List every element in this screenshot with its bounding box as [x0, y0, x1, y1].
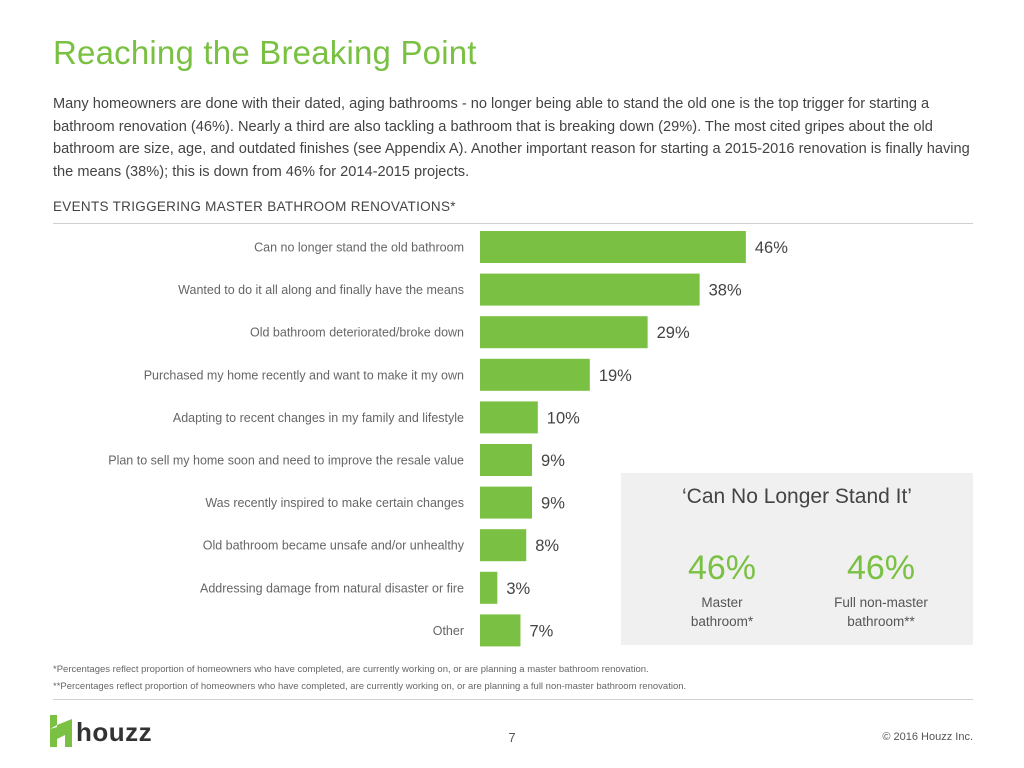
category-label: Adapting to recent changes in my family … — [173, 411, 464, 425]
bar — [480, 529, 527, 562]
footnote-master: *Percentages reflect proportion of homeo… — [53, 664, 649, 675]
value-label: 46% — [755, 239, 788, 257]
category-label: Old bathroom deteriorated/broke down — [250, 326, 464, 340]
stat-label-line: bathroom** — [847, 614, 915, 629]
category-label: Old bathroom became unsafe and/or unheal… — [203, 539, 465, 553]
stat-value: 46% — [846, 549, 916, 587]
intro-paragraph: Many homeowners are done with their date… — [53, 96, 970, 180]
stat-label-line: Master — [701, 595, 743, 610]
logo-wordmark: houzz — [76, 717, 153, 747]
category-label: Can no longer stand the old bathroom — [254, 241, 464, 255]
footnote-non-master: **Percentages reflect proportion of home… — [53, 681, 687, 692]
stat-master-bathroom: 46% Master bathroom* — [647, 551, 797, 631]
stat-label: Master bathroom* — [647, 593, 797, 631]
bar — [480, 571, 498, 604]
stat-non-master-bathroom: 46% Full non-master bathroom** — [806, 551, 956, 631]
page-title: Reaching the Breaking Point — [53, 34, 477, 71]
footer-divider — [53, 699, 973, 700]
value-label: 10% — [547, 409, 580, 427]
value-label: 19% — [599, 367, 632, 385]
bar — [480, 273, 700, 306]
value-label: 9% — [541, 495, 565, 513]
bar — [480, 316, 648, 349]
stat-label-line: Full non-master — [834, 595, 928, 610]
chart-heading: EVENTS TRIGGERING MASTER BATHROOM RENOVA… — [53, 199, 456, 214]
value-label: 9% — [541, 452, 565, 470]
bar — [480, 358, 590, 391]
value-label: 38% — [709, 282, 742, 300]
houzz-logo-icon — [50, 715, 72, 747]
callout-box: ‘Can No Longer Stand It’ 46% Master bath… — [621, 473, 973, 645]
heading-divider — [53, 223, 973, 224]
bar — [480, 614, 521, 647]
bar — [480, 486, 533, 519]
value-label: 29% — [657, 324, 690, 342]
stat-value: 46% — [687, 549, 757, 587]
bar — [480, 231, 746, 263]
page-number: 7 — [508, 730, 516, 745]
category-label: Wanted to do it all along and finally ha… — [178, 283, 464, 297]
copyright: © 2016 Houzz Inc. — [882, 731, 973, 743]
category-label: Other — [433, 624, 464, 638]
bar — [480, 401, 538, 434]
value-label: 7% — [529, 622, 553, 640]
category-label: Was recently inspired to make certain ch… — [205, 496, 464, 510]
stat-label-line: bathroom* — [690, 614, 754, 629]
category-label: Addressing damage from natural disaster … — [200, 581, 464, 595]
value-label: 8% — [535, 537, 559, 555]
callout-title: ‘Can No Longer Stand It’ — [682, 485, 912, 508]
category-label: Purchased my home recently and want to m… — [144, 368, 464, 382]
bar — [480, 444, 533, 476]
value-label: 3% — [506, 580, 530, 598]
category-label: Plan to sell my home soon and need to im… — [108, 454, 464, 468]
stat-label: Full non-master bathroom** — [806, 593, 956, 631]
